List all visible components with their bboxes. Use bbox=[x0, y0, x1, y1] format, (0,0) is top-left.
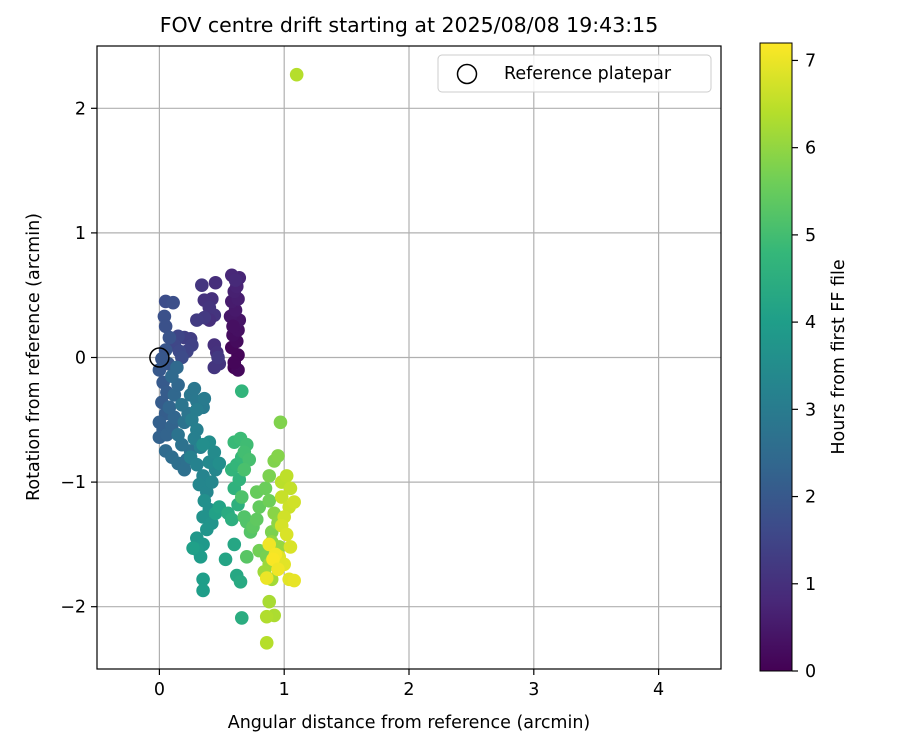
scatter-point bbox=[262, 469, 277, 483]
scatter-point bbox=[208, 275, 223, 290]
legend-marker bbox=[456, 63, 478, 85]
scatter-point bbox=[227, 355, 242, 370]
scatter-point bbox=[287, 573, 301, 588]
colorbar-tick-label: 0 bbox=[805, 662, 816, 682]
y-tick-label: 0 bbox=[75, 349, 86, 369]
scatter-point bbox=[262, 537, 277, 552]
x-tick-label: 2 bbox=[403, 680, 414, 700]
colorbar-strip bbox=[759, 42, 793, 672]
scatter-point bbox=[197, 391, 212, 406]
reference-marker bbox=[149, 347, 170, 368]
x-tick-label: 0 bbox=[154, 680, 165, 700]
scatter-point bbox=[234, 384, 249, 398]
scatter-point bbox=[237, 462, 252, 477]
x-axis-ticks: 0 1 2 3 4 bbox=[154, 669, 664, 700]
y-tick-label: 2 bbox=[75, 99, 86, 119]
colorbar-tick-label: 3 bbox=[805, 400, 816, 420]
y-tick-label: −1 bbox=[60, 473, 86, 493]
scatter-point bbox=[224, 512, 239, 527]
scatter-point bbox=[162, 400, 177, 415]
chart-title: FOV centre drift starting at 2025/08/08 … bbox=[160, 13, 659, 37]
scatter-point bbox=[262, 493, 277, 508]
scatter-point bbox=[279, 527, 294, 542]
scatter-point bbox=[226, 319, 240, 334]
scatter-point bbox=[171, 427, 185, 442]
scatter-point bbox=[196, 437, 210, 452]
scatter-point bbox=[205, 475, 219, 489]
scatter-point bbox=[175, 398, 189, 412]
scatter-point bbox=[273, 415, 288, 430]
y-axis-ticks: −2 −1 0 1 2 bbox=[60, 99, 97, 618]
scatter-point bbox=[227, 537, 242, 552]
scatter-point bbox=[271, 562, 285, 577]
scatter-point bbox=[279, 469, 294, 483]
scatter-point bbox=[200, 522, 214, 537]
x-tick-label: 3 bbox=[528, 680, 539, 700]
scatter-point bbox=[190, 313, 204, 327]
x-axis-label: Angular distance from reference (arcmin) bbox=[228, 713, 591, 733]
legend-entry-label: Reference platepar bbox=[504, 64, 672, 84]
scatter-point bbox=[186, 541, 200, 555]
y-tick-label: −2 bbox=[60, 598, 86, 618]
scatter-point bbox=[195, 278, 209, 293]
scatter-point bbox=[239, 550, 254, 564]
colorbar: 0 1 2 3 4 5 6 7 Hours from first FF file bbox=[759, 42, 849, 682]
colorbar-tick-label: 4 bbox=[805, 313, 816, 333]
scatter-point bbox=[187, 381, 202, 396]
scatter-point bbox=[170, 360, 184, 375]
scatter-point bbox=[252, 500, 267, 514]
scatter-point bbox=[157, 309, 172, 324]
colorbar-tick-label: 1 bbox=[805, 575, 816, 595]
y-tick-label: 1 bbox=[75, 224, 86, 244]
scatter-point bbox=[289, 67, 304, 82]
x-tick-label: 4 bbox=[653, 680, 664, 700]
scatter-point bbox=[196, 572, 210, 587]
x-tick-label: 1 bbox=[279, 680, 290, 700]
scatter-point bbox=[259, 609, 274, 624]
scatter-point bbox=[283, 540, 298, 554]
scatter-point bbox=[234, 611, 249, 625]
scatter-point bbox=[162, 330, 177, 345]
scatter-point bbox=[196, 583, 210, 598]
legend-box bbox=[437, 54, 712, 93]
scatter-point bbox=[258, 481, 273, 496]
scatter-point bbox=[262, 594, 277, 609]
scatter-point bbox=[274, 490, 289, 504]
y-axis-label: Rotation from reference (arcmin) bbox=[24, 213, 44, 501]
scatter-point bbox=[218, 552, 233, 567]
colorbar-tick-label: 2 bbox=[805, 488, 816, 508]
scatter-point bbox=[283, 481, 298, 496]
scatter-point bbox=[259, 571, 274, 585]
colorbar-ticks: 0 1 2 3 4 5 6 7 bbox=[792, 51, 816, 682]
data-points bbox=[152, 67, 304, 650]
colorbar-tick-label: 5 bbox=[805, 226, 816, 246]
scatter-point bbox=[271, 449, 285, 463]
scatter-point bbox=[211, 350, 225, 365]
scatter-point bbox=[287, 495, 301, 509]
scatter-point bbox=[233, 574, 248, 589]
scatter-point bbox=[190, 457, 204, 472]
colorbar-tick-label: 6 bbox=[805, 139, 816, 159]
scatter-point bbox=[158, 319, 173, 334]
reference-platepar-marker bbox=[149, 347, 170, 368]
scatter-point bbox=[166, 295, 180, 310]
grid-lines bbox=[97, 46, 721, 669]
legend[interactable]: Reference platepar bbox=[437, 54, 712, 93]
scatter-point bbox=[228, 273, 243, 288]
colorbar-tick-label: 7 bbox=[805, 51, 816, 71]
scatter-point bbox=[212, 456, 227, 471]
colorbar-label: Hours from first FF file bbox=[829, 259, 849, 454]
scatter-point bbox=[259, 636, 274, 650]
scatter-point bbox=[234, 490, 249, 504]
scatter-point bbox=[249, 512, 264, 527]
